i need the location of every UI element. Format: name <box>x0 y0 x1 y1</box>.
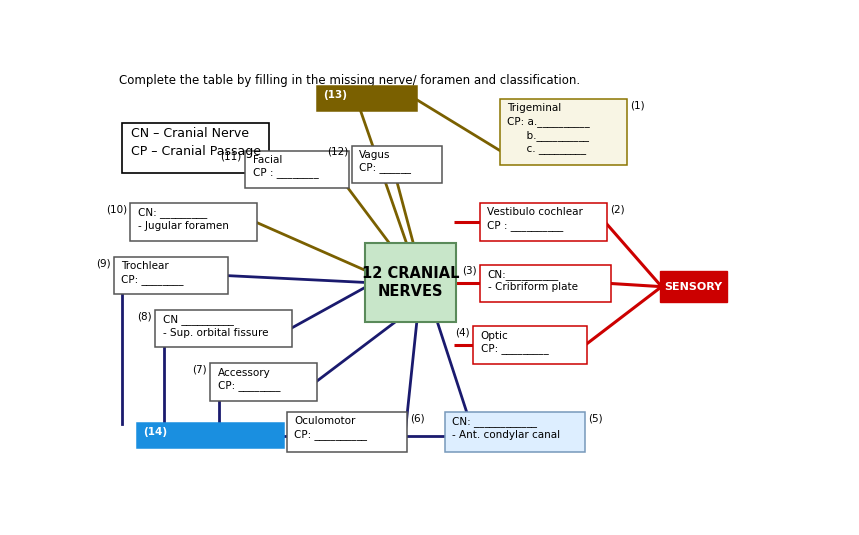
Text: (14): (14) <box>143 426 168 437</box>
Text: 12 CRANIAL
NERVES: 12 CRANIAL NERVES <box>362 266 459 299</box>
FancyBboxPatch shape <box>113 257 228 294</box>
Text: Vagus
CP: ______: Vagus CP: ______ <box>359 150 411 173</box>
Text: (9): (9) <box>95 258 110 268</box>
FancyBboxPatch shape <box>210 363 318 401</box>
Text: Oculomotor
CP: __________: Oculomotor CP: __________ <box>294 416 367 440</box>
FancyBboxPatch shape <box>131 203 258 241</box>
FancyBboxPatch shape <box>155 310 292 347</box>
Text: SENSORY: SENSORY <box>664 281 722 292</box>
FancyBboxPatch shape <box>473 326 587 364</box>
FancyBboxPatch shape <box>137 423 284 448</box>
FancyBboxPatch shape <box>480 203 607 241</box>
Text: (8): (8) <box>137 311 152 321</box>
Text: (13): (13) <box>323 89 347 100</box>
FancyBboxPatch shape <box>660 271 727 302</box>
Text: CN: ____________
- Ant. condylar canal: CN: ____________ - Ant. condylar canal <box>452 416 560 440</box>
Text: Complete the table by filling in the missing nerve/ foramen and classification.: Complete the table by filling in the mis… <box>119 74 581 88</box>
Text: (6): (6) <box>411 414 425 424</box>
Text: Trochlear
CP: ________: Trochlear CP: ________ <box>121 261 184 285</box>
Text: Optic
CP: _________: Optic CP: _________ <box>480 331 548 354</box>
Text: CN – Cranial Nerve
CP – Cranial Passage: CN – Cranial Nerve CP – Cranial Passage <box>131 127 260 158</box>
Text: (7): (7) <box>192 365 207 374</box>
Text: (1): (1) <box>631 100 645 110</box>
Text: (11): (11) <box>221 152 242 162</box>
FancyBboxPatch shape <box>445 412 585 452</box>
Text: (4): (4) <box>455 327 470 338</box>
FancyBboxPatch shape <box>317 86 417 111</box>
Text: (3): (3) <box>462 266 477 276</box>
Text: (5): (5) <box>588 414 603 424</box>
Text: Accessory
CP: ________: Accessory CP: ________ <box>217 368 280 391</box>
Text: Trigeminal
CP: a.__________
      b.__________
      c. _________: Trigeminal CP: a.__________ b.__________… <box>507 103 590 154</box>
FancyBboxPatch shape <box>122 123 269 173</box>
FancyBboxPatch shape <box>351 146 442 183</box>
Text: (10): (10) <box>106 204 127 215</box>
Text: (12): (12) <box>327 147 349 157</box>
Text: Vestibulo cochlear
CP : __________: Vestibulo cochlear CP : __________ <box>487 208 583 231</box>
FancyBboxPatch shape <box>245 150 349 188</box>
FancyBboxPatch shape <box>480 265 611 302</box>
FancyBboxPatch shape <box>500 99 627 165</box>
Text: Facial
CP : ________: Facial CP : ________ <box>253 155 318 178</box>
Text: CN:__________
- Cribriform plate: CN:__________ - Cribriform plate <box>488 269 577 293</box>
Text: CN __________
- Sup. orbital fissure: CN __________ - Sup. orbital fissure <box>162 314 268 338</box>
FancyBboxPatch shape <box>365 243 455 322</box>
FancyBboxPatch shape <box>287 412 407 452</box>
Text: CN: _________
- Jugular foramen: CN: _________ - Jugular foramen <box>137 208 228 231</box>
Text: (2): (2) <box>611 204 625 215</box>
